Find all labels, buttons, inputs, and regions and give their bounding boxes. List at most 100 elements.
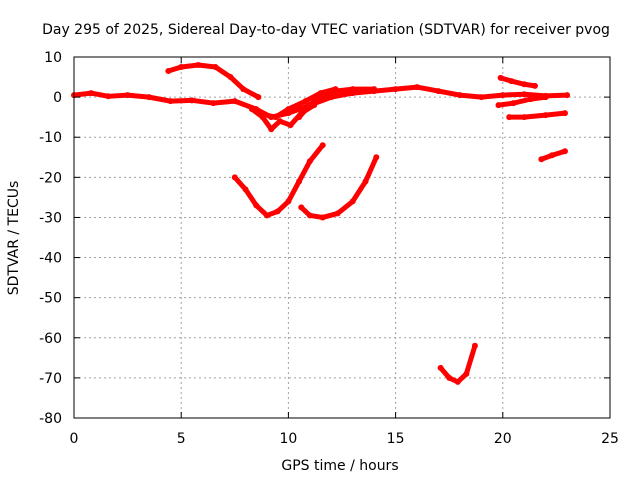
data-point [298, 204, 305, 211]
data-point [521, 91, 528, 98]
data-point [188, 97, 195, 104]
y-tick-label: 10 [44, 50, 62, 66]
data-point [561, 148, 568, 155]
plot-frame [73, 56, 611, 419]
y-tick-label: -70 [39, 371, 62, 387]
series-arc-high-5h [165, 62, 262, 101]
data-point [165, 68, 172, 75]
data-point [317, 94, 324, 101]
data-point [437, 364, 444, 371]
chart-title: Day 295 of 2025, Sidereal Day-to-day VTE… [42, 22, 610, 38]
data-point [302, 98, 309, 105]
series-arc-20h-low [495, 94, 549, 109]
x-tick-label: 20 [494, 431, 512, 447]
data-point [285, 106, 292, 113]
data-point [272, 114, 279, 121]
data-point [414, 84, 421, 91]
data-point [564, 92, 571, 99]
y-tick-label: -30 [39, 210, 62, 226]
data-point [319, 214, 326, 221]
data-point [531, 82, 538, 89]
data-point [319, 142, 326, 149]
data-point [231, 98, 238, 105]
y-tick-label: 0 [53, 90, 62, 106]
data-point [349, 86, 356, 93]
x-tick-label: 15 [387, 431, 405, 447]
data-point [497, 74, 504, 81]
data-point [362, 178, 369, 185]
data-point [231, 174, 238, 181]
y-tick-label: -80 [39, 411, 62, 427]
data-point [255, 110, 262, 117]
y-tick-label: -10 [39, 130, 62, 146]
data-point [178, 64, 185, 71]
data-point [349, 198, 356, 205]
data-point [542, 112, 549, 119]
data-point [296, 114, 303, 121]
data-point [255, 94, 262, 101]
data-point [510, 100, 517, 107]
data-point [471, 342, 478, 349]
data-point [242, 186, 249, 193]
data-point [478, 94, 485, 101]
data-point [542, 94, 549, 101]
data-point [124, 92, 131, 99]
data-point [549, 152, 556, 159]
data-point [508, 78, 515, 85]
data-point [263, 212, 270, 219]
data-point [227, 74, 234, 81]
data-point [210, 100, 217, 107]
data-point [435, 88, 442, 95]
y-axis-label: SDTVAR / TECUs [6, 181, 22, 296]
data-point [506, 114, 513, 121]
data-point [296, 178, 303, 185]
grid-layer [74, 57, 610, 418]
data-point [332, 88, 339, 95]
data-point [373, 154, 380, 161]
y-tick-label: -60 [39, 331, 62, 347]
data-point [146, 94, 153, 101]
data-point [306, 158, 313, 165]
series-trace [496, 94, 549, 108]
x-tick-label: 10 [279, 431, 297, 447]
data-point [287, 122, 294, 129]
series-arc-u-12h [298, 154, 380, 221]
data-point [306, 102, 313, 109]
series-arc-climb-11h [296, 86, 378, 121]
series-arc-21h-dip [506, 110, 568, 121]
data-point [276, 118, 283, 125]
data-point [561, 110, 568, 117]
data-point [456, 92, 463, 99]
data-point [392, 86, 399, 93]
data-point [248, 106, 255, 113]
data-point [306, 212, 313, 219]
data-point [240, 86, 247, 93]
data-point [285, 198, 292, 205]
data-point [334, 210, 341, 217]
y-tick-label: -20 [39, 170, 62, 186]
data-point [105, 93, 112, 100]
data-point [371, 86, 378, 93]
y-tick-label: -40 [39, 251, 62, 267]
tick-layer [73, 56, 611, 419]
data-point [268, 126, 275, 133]
data-point [195, 62, 202, 69]
series-arc-u-8h [231, 142, 326, 219]
tick-label-layer: 0 5 10 15 20 25 10 0 -10 -20 -30 -40 -50 -60 -70 -80 [39, 50, 619, 447]
series-trace [506, 110, 568, 120]
x-tick-label: 25 [601, 431, 619, 447]
x-axis-label: GPS time / hours [281, 458, 398, 474]
data-point [495, 102, 502, 109]
data-layer [71, 62, 571, 385]
series-arc-20h-high [497, 74, 538, 89]
y-tick-label: -50 [39, 291, 62, 307]
data-point [527, 96, 534, 103]
x-tick-label: 0 [70, 431, 79, 447]
series-arc-22h-tail [538, 148, 568, 163]
x-tick-label: 5 [177, 431, 186, 447]
data-point [521, 81, 528, 88]
data-point [499, 92, 506, 99]
data-point [212, 64, 219, 71]
